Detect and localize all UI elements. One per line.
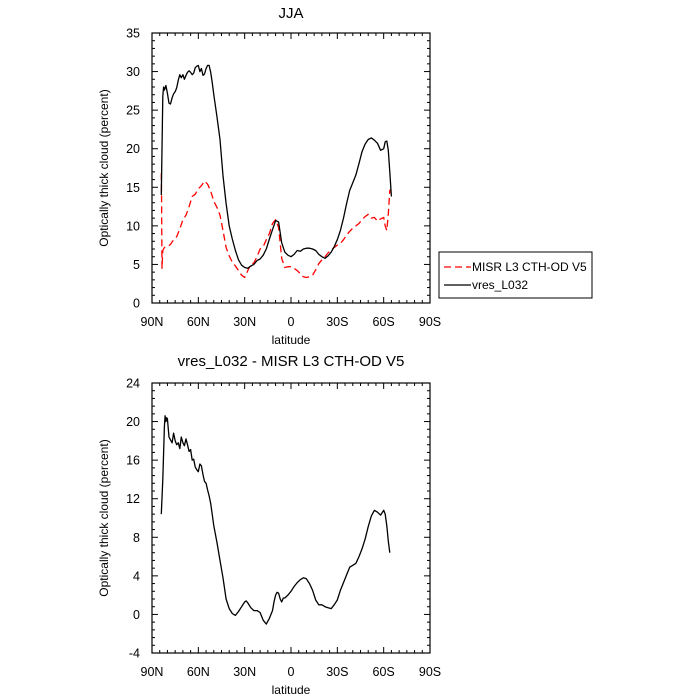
top-y-tick-label: 5 xyxy=(133,258,140,272)
top-x-tick-label: 30S xyxy=(326,315,348,329)
legend-label-misr: MISR L3 CTH-OD V5 xyxy=(472,260,587,274)
top-series-line-0 xyxy=(160,173,392,279)
bottom-y-tick-label: 4 xyxy=(133,569,140,583)
top-y-tick-label: 35 xyxy=(126,27,140,41)
top-y-tick-label: 10 xyxy=(126,219,140,233)
bottom-x-tick-label: 90S xyxy=(419,665,441,679)
bottom-x-tick-label: 0 xyxy=(288,665,295,679)
top-panel-xlabel: latitude xyxy=(272,333,311,347)
bottom-series-line-0 xyxy=(160,415,391,625)
bottom-panel-title: vres_L032 - MISR L3 CTH-OD V5 xyxy=(178,353,405,370)
top-panel-jja: JJA latitude Optically thick cloud (perc… xyxy=(97,5,441,347)
bottom-x-tick-label: 60S xyxy=(373,665,395,679)
top-x-tick-label: 0 xyxy=(288,315,295,329)
bottom-y-tick-label: 0 xyxy=(133,608,140,622)
top-x-tick-label: 90S xyxy=(419,315,441,329)
top-x-tick-label: 60S xyxy=(373,315,395,329)
top-x-tick-label: 30N xyxy=(233,315,256,329)
top-x-tick-label: 90N xyxy=(141,315,164,329)
bottom-panel-difference: vres_L032 - MISR L3 CTH-OD V5 latitude O… xyxy=(97,353,441,697)
legend-label-vres: vres_L032 xyxy=(472,278,528,292)
bottom-x-tick-label: 30N xyxy=(233,665,256,679)
top-series-line-1 xyxy=(160,64,393,269)
top-y-tick-label: 25 xyxy=(126,104,140,118)
bottom-y-tick-label: 16 xyxy=(126,454,140,468)
top-y-tick-label: 20 xyxy=(126,142,140,156)
bottom-x-tick-label: 30S xyxy=(326,665,348,679)
bottom-panel-ylabel: Optically thick cloud (percent) xyxy=(97,439,111,596)
top-x-tick-label: 60N xyxy=(187,315,210,329)
bottom-y-tick-label: 20 xyxy=(126,415,140,429)
legend-box xyxy=(438,251,593,299)
bottom-x-tick-label: 90N xyxy=(141,665,164,679)
top-y-tick-label: 15 xyxy=(126,181,140,195)
bottom-y-tick-label: 24 xyxy=(126,377,140,391)
bottom-y-tick-label: 12 xyxy=(126,492,140,506)
bottom-y-tick-label: -4 xyxy=(129,647,140,661)
top-panel-ylabel: Optically thick cloud (percent) xyxy=(97,89,111,246)
bottom-plot-frame xyxy=(151,382,431,654)
top-y-tick-label: 30 xyxy=(126,65,140,79)
bottom-panel-xlabel: latitude xyxy=(272,683,311,697)
top-y-tick-label: 0 xyxy=(133,297,140,311)
legend: MISR L3 CTH-OD V5 vres_L032 xyxy=(438,251,593,299)
bottom-x-tick-label: 60N xyxy=(187,665,210,679)
top-panel-title: JJA xyxy=(278,5,303,22)
bottom-y-tick-label: 8 xyxy=(133,531,140,545)
